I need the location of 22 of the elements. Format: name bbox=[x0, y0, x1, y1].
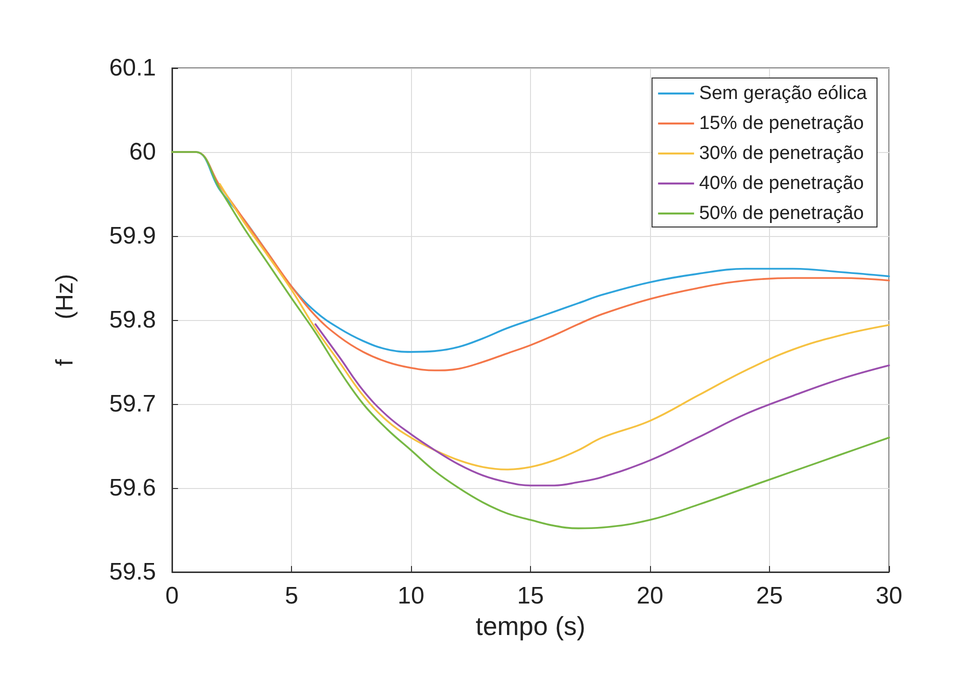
y-tick-label: 59.8 bbox=[109, 306, 156, 334]
x-tick-label: 30 bbox=[876, 582, 902, 610]
y-tick-label: 60.1 bbox=[109, 54, 156, 82]
legend-label: 30% de penetração bbox=[699, 143, 864, 164]
x-tick-label: 20 bbox=[636, 582, 664, 610]
x-tick-label: 0 bbox=[165, 582, 179, 610]
y-tick-label: 59.7 bbox=[109, 390, 156, 418]
x-tick-label: 10 bbox=[398, 582, 424, 610]
legend-label: 15% de penetração bbox=[699, 113, 864, 134]
legend-label: 40% de penetração bbox=[699, 173, 864, 194]
line-series bbox=[314, 323, 890, 486]
y-tick-label: 60 bbox=[129, 138, 156, 166]
y-axis-title: f (Hz) bbox=[52, 274, 78, 366]
x-tick-label: 5 bbox=[284, 582, 298, 610]
legend-label: 50% de penetração bbox=[699, 203, 864, 224]
y-tick-label: 59.5 bbox=[109, 558, 156, 586]
x-tick-label: 15 bbox=[517, 582, 544, 610]
x-tick-label: 25 bbox=[756, 582, 783, 610]
legend-label: Sem geração eólica bbox=[699, 83, 868, 104]
x-axis-title: tempo (s) bbox=[476, 610, 586, 641]
y-tick-label: 59.9 bbox=[109, 222, 156, 250]
y-tick-label: 59.6 bbox=[109, 474, 156, 502]
